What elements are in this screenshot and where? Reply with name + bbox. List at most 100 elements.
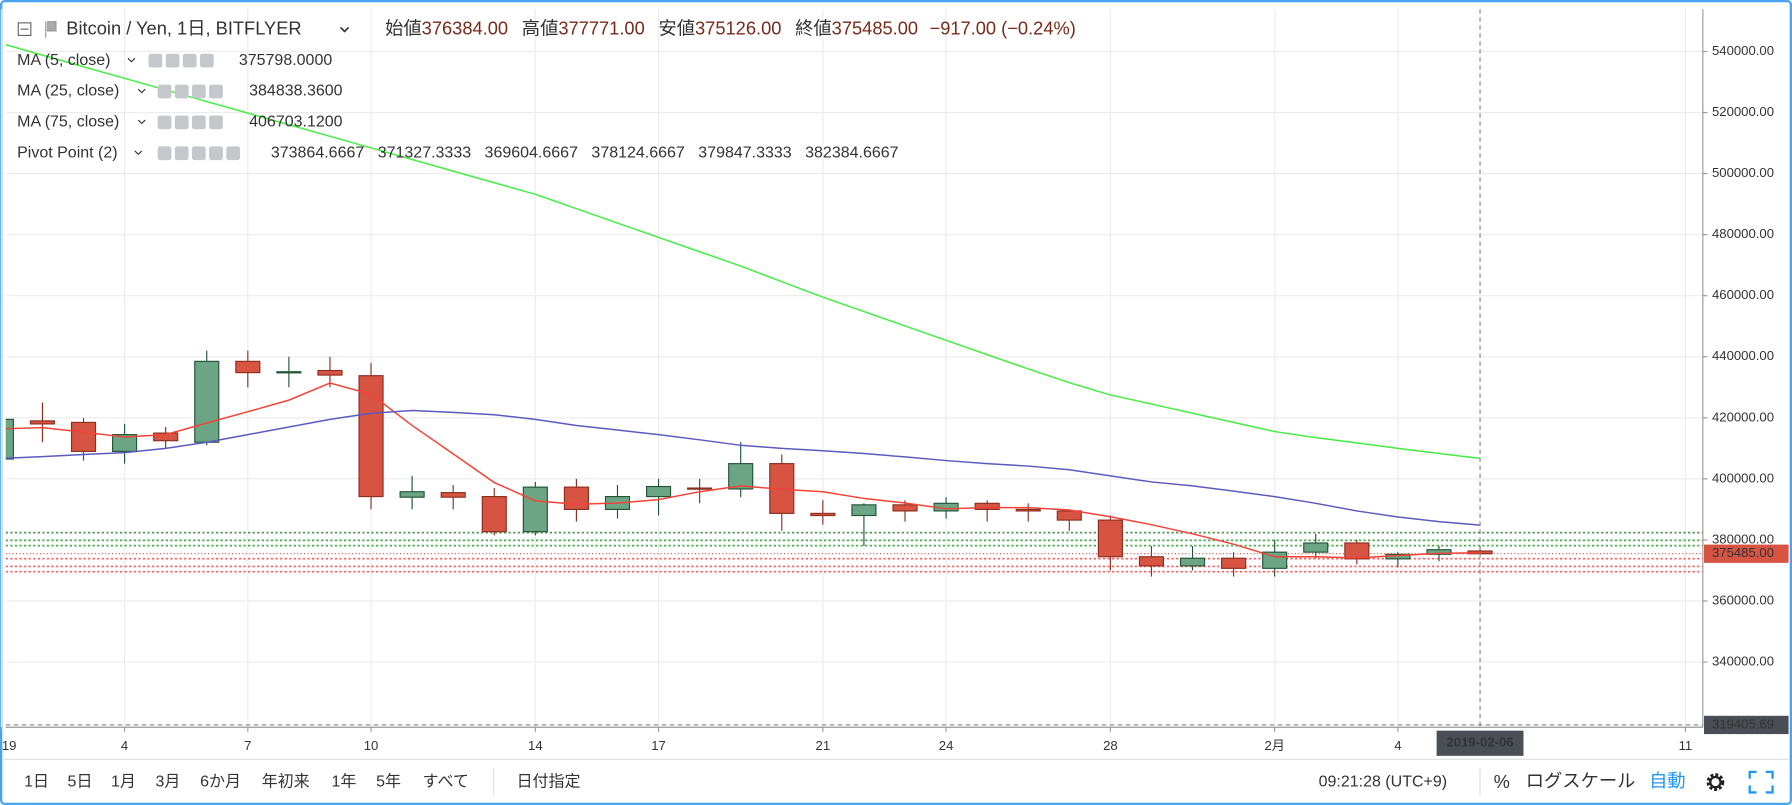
crosshair-price-label: 319405.69 [1712,716,1774,731]
candle-body [1426,549,1452,555]
indicator-name[interactable]: MA (5, close) [17,52,110,69]
indicator-button[interactable] [148,53,163,68]
candle-body [194,360,220,443]
crosshair-date-label: 2019-02-06 [1446,735,1513,750]
range-button[interactable]: 1日 [24,773,49,790]
indicator-name[interactable]: MA (75, close) [17,114,119,131]
ohlc-label: 始値 [385,18,422,39]
pivot-value: 373864.6667 [271,144,365,161]
chevron [339,26,350,33]
candle-body [1056,510,1082,521]
candle-body [29,420,56,425]
range-button[interactable]: 年初来 [262,772,310,790]
indicator-button[interactable] [174,146,189,161]
candle-body [276,371,302,374]
candle-body [440,492,466,498]
candle-body [235,360,261,374]
y-tick-label: 540000.00 [1712,43,1774,58]
ohlc-value: 375485.00 [832,18,918,39]
candle-body [851,504,877,517]
y-tick-label: 340000.00 [1712,654,1774,669]
x-tick-label: 2月 [1264,738,1284,753]
plot-area [5,43,1703,577]
ma-line [5,43,1481,460]
axes: 340000.00 360000.00 380000.00 400000.00 4200… [0,9,1789,756]
indicator-button[interactable] [209,115,223,130]
candle-body [399,491,425,498]
x-tick-label: 19 [2,738,17,753]
ohlc-value: 377771.00 [558,18,644,39]
candle-body [481,496,507,533]
x-tick-label: 24 [939,738,954,753]
y-tick-label: 380000.00 [1712,531,1774,546]
collapse-icon[interactable] [17,22,32,37]
x-tick-label: 11 [1679,738,1693,753]
pivot-value: 382384.6667 [805,144,899,161]
indicator-name[interactable]: Pivot Point (2) [17,144,117,161]
candle-body [5,418,14,460]
indicator-value: 384838.3600 [249,83,343,100]
chevron [134,150,143,156]
indicator-button[interactable] [157,84,172,99]
range-button[interactable]: 6か月 [200,773,241,790]
candle-body [974,502,1000,510]
ohlc-label: 安値 [658,18,695,39]
range-button[interactable]: 1月 [111,773,136,790]
percent-toggle[interactable]: % [1494,771,1510,792]
crosshair-date-box [1436,730,1524,756]
settings-button[interactable] [1706,773,1725,791]
date-range-button[interactable]: 日付指定 [517,772,581,790]
ohlc-label: 高値 [522,18,559,39]
indicator-button[interactable] [192,84,206,99]
log-toggle[interactable]: ログスケール [1526,770,1636,791]
candle-body [1303,542,1329,553]
candle-body [153,432,179,442]
candle-body [563,486,589,510]
symbol[interactable]: Bitcoin / Yen, 1日, BITFLYER [66,18,301,39]
range-button[interactable]: 5日 [68,773,93,790]
ohlc-value: 376384.00 [422,18,508,39]
indicator-button[interactable] [157,146,172,161]
ohlc: 始値376384.00 高値377771.00 安値375126.00 終値37548… [385,18,1076,39]
gear-icon [1709,775,1722,789]
indicator-button[interactable] [174,84,189,99]
range-button[interactable]: 5年 [376,772,401,790]
range-button[interactable]: 1年 [332,772,357,790]
auto-toggle[interactable]: 自動 [1649,770,1686,791]
indicator-button[interactable] [192,146,206,161]
indicator-button[interactable] [165,53,180,68]
candle-body [810,512,836,517]
range-button[interactable]: すべて [423,772,469,790]
candle-body [70,421,97,452]
candle-body [892,504,918,512]
y-tick-label: 420000.00 [1712,409,1774,424]
indicator-button[interactable] [200,53,214,68]
indicator-button[interactable] [209,84,223,99]
candle-body [317,369,343,376]
indicator-button[interactable] [157,115,172,130]
indicator-button[interactable] [192,115,206,130]
y-tick-label: 400000.00 [1712,470,1774,485]
toolbar: 1日 5日 1月 3月 6か月 年初来 1年 5年 すべて [24,772,469,790]
indicator-button[interactable] [174,115,189,130]
flag-icon [45,21,57,38]
clock: 09:21:28 (UTC+9) [1319,773,1447,790]
candle-body [358,375,384,498]
candle-body [1344,542,1370,560]
indicator-name[interactable]: MA (25, close) [17,83,119,100]
legend: MA (5, close) 375798.0000 MA (25, close) 38… [17,52,899,162]
candle-body [522,486,548,533]
x-tick-label: 7 [244,738,251,753]
indicator-button[interactable] [226,146,240,161]
candle-body [728,463,754,490]
candle-body [645,485,672,498]
indicator-button[interactable] [209,146,223,161]
range-button[interactable]: 3月 [156,773,181,790]
x-tick-label: 4 [1394,738,1401,753]
x-tick-label: 21 [816,738,831,753]
fullscreen-button[interactable] [1748,770,1774,794]
indicator-button[interactable] [182,53,197,68]
indicator-value: 375798.0000 [239,52,333,69]
chevron [127,57,136,63]
